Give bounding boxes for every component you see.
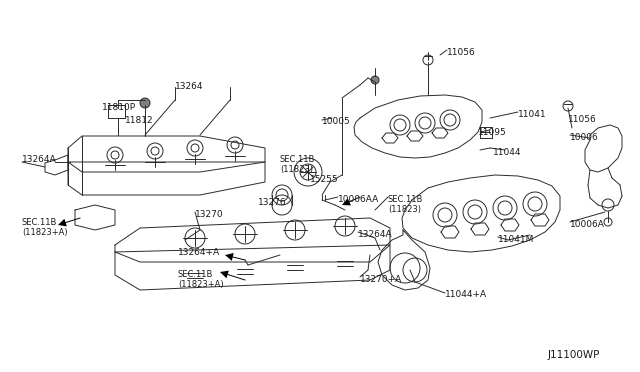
Polygon shape xyxy=(220,270,229,278)
Text: 11041M: 11041M xyxy=(498,235,534,244)
Polygon shape xyxy=(342,198,351,205)
Text: 11812: 11812 xyxy=(125,116,154,125)
Text: SEC.11B: SEC.11B xyxy=(388,195,424,204)
Text: 11056: 11056 xyxy=(447,48,476,57)
Polygon shape xyxy=(58,219,67,227)
Circle shape xyxy=(371,76,379,84)
Text: (11823): (11823) xyxy=(388,205,421,214)
Circle shape xyxy=(140,98,150,108)
Text: 13264A: 13264A xyxy=(22,155,56,164)
Text: SEC.11B: SEC.11B xyxy=(22,218,58,227)
Text: SEC.11B: SEC.11B xyxy=(178,270,213,279)
Text: 13264A: 13264A xyxy=(358,230,392,239)
Text: 11044: 11044 xyxy=(493,148,522,157)
Text: 11041: 11041 xyxy=(518,110,547,119)
Text: (11823+A): (11823+A) xyxy=(178,280,223,289)
Polygon shape xyxy=(225,253,234,261)
Text: 10005: 10005 xyxy=(322,117,351,126)
Text: 13276: 13276 xyxy=(258,198,287,207)
Text: 13264+A: 13264+A xyxy=(178,248,220,257)
Text: 11095: 11095 xyxy=(478,128,507,137)
Text: J11100WP: J11100WP xyxy=(548,350,600,360)
Text: 11056: 11056 xyxy=(568,115,596,124)
Text: 13270+A: 13270+A xyxy=(360,275,403,284)
Text: 10006AA: 10006AA xyxy=(338,195,380,204)
Text: 11810P: 11810P xyxy=(102,103,136,112)
Text: 11044+A: 11044+A xyxy=(445,290,487,299)
Text: (11823+A): (11823+A) xyxy=(22,228,68,237)
Text: SEC.11B: SEC.11B xyxy=(280,155,316,164)
Text: (11823): (11823) xyxy=(280,165,313,174)
Text: 13270: 13270 xyxy=(195,210,223,219)
Text: 10006: 10006 xyxy=(570,133,599,142)
Text: 13264: 13264 xyxy=(175,82,204,91)
Text: 10006A: 10006A xyxy=(570,220,605,229)
Text: 15255: 15255 xyxy=(310,175,339,184)
